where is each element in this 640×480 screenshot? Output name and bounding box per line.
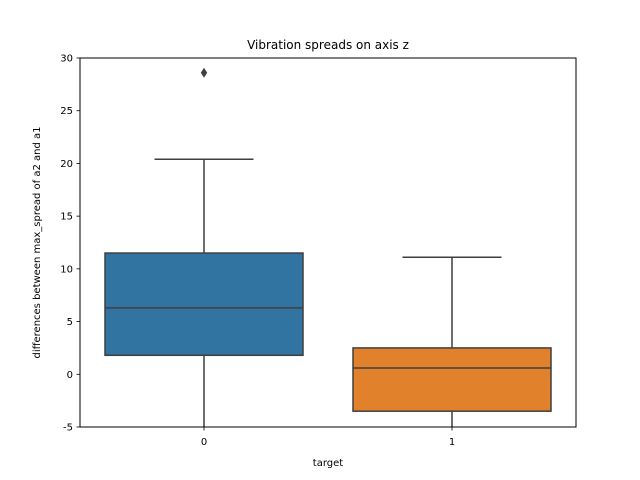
y-tick-label: 0 bbox=[67, 370, 73, 381]
box-series-0 bbox=[104, 67, 304, 427]
y-axis-label: differences between max_spread of a2 and… bbox=[32, 126, 43, 358]
outlier-point bbox=[200, 67, 208, 78]
y-tick-label: 30 bbox=[60, 54, 73, 65]
y-axis: -5 0 5 10 15 20 25 30 bbox=[60, 54, 80, 434]
box bbox=[352, 347, 552, 412]
x-axis-label: target bbox=[313, 458, 343, 469]
plot-area bbox=[104, 67, 552, 427]
y-tick-label: 20 bbox=[60, 159, 73, 170]
box bbox=[104, 252, 304, 357]
y-tick-label: -5 bbox=[63, 423, 73, 434]
y-tick-label: 5 bbox=[67, 317, 73, 328]
x-tick-label: 0 bbox=[201, 437, 207, 448]
y-tick-label: 25 bbox=[60, 106, 73, 117]
box-series-1 bbox=[352, 256, 552, 427]
chart-title: Vibration spreads on axis z bbox=[247, 38, 409, 52]
plot-frame bbox=[79, 57, 577, 428]
y-tick-label: 10 bbox=[60, 264, 73, 275]
y-tick-label: 15 bbox=[60, 212, 73, 223]
x-tick-label: 1 bbox=[449, 437, 455, 448]
